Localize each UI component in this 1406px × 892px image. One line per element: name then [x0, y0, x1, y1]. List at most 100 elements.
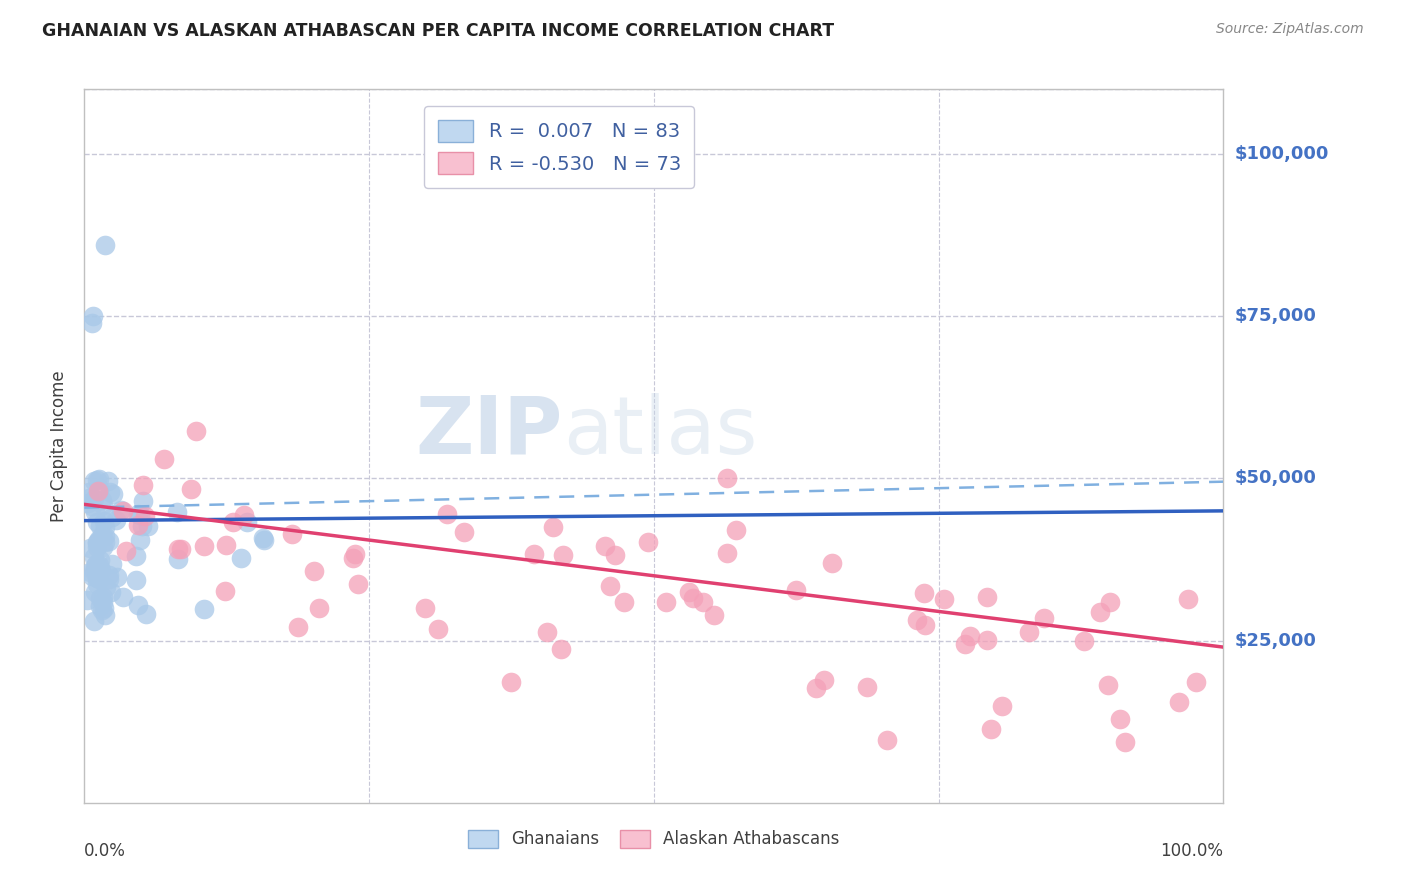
- Point: [77, 485, 100, 500]
- Point: [86, 473, 108, 487]
- Point: [912, 585, 935, 599]
- Text: GHANAIAN VS ALASKAN ATHABASCAN PER CAPITA INCOME CORRELATION CHART: GHANAIAN VS ALASKAN ATHABASCAN PER CAPIT…: [42, 22, 834, 40]
- Point: [1114, 734, 1136, 748]
- Point: [343, 547, 366, 561]
- Point: [166, 505, 188, 519]
- Point: [91, 493, 114, 508]
- Point: [101, 558, 124, 572]
- Point: [86, 558, 108, 572]
- Point: [703, 607, 725, 622]
- Point: [87, 472, 110, 486]
- Point: [222, 515, 245, 529]
- Point: [1098, 595, 1121, 609]
- Point: [89, 591, 111, 606]
- Point: [86, 577, 108, 591]
- Point: [82, 310, 104, 324]
- Point: [91, 603, 114, 617]
- Text: $25,000: $25,000: [1234, 632, 1316, 649]
- Point: [105, 570, 128, 584]
- Point: [105, 513, 128, 527]
- Point: [110, 502, 132, 516]
- Point: [93, 514, 115, 528]
- Point: [86, 516, 108, 530]
- Text: $100,000: $100,000: [1234, 145, 1329, 163]
- Point: [128, 508, 150, 523]
- Point: [976, 632, 998, 647]
- Point: [232, 508, 254, 522]
- Point: [1185, 675, 1208, 690]
- Point: [678, 584, 700, 599]
- Point: [231, 551, 253, 566]
- Point: [77, 496, 100, 510]
- Point: [124, 574, 146, 588]
- Point: [347, 577, 370, 591]
- Point: [280, 527, 302, 541]
- Point: [342, 550, 364, 565]
- Point: [184, 424, 207, 438]
- Point: [136, 519, 159, 533]
- Point: [821, 556, 844, 570]
- Point: [91, 595, 114, 609]
- Point: [94, 607, 117, 622]
- Point: [86, 540, 108, 554]
- Point: [83, 564, 105, 578]
- Point: [76, 592, 98, 607]
- Point: [804, 681, 827, 696]
- Point: [308, 600, 330, 615]
- Point: [97, 474, 120, 488]
- Point: [1018, 625, 1040, 640]
- Point: [716, 471, 738, 485]
- Point: [1033, 611, 1056, 625]
- Point: [1097, 677, 1119, 691]
- Point: [127, 507, 149, 521]
- Point: [94, 520, 117, 534]
- Point: [134, 508, 156, 523]
- Point: [955, 637, 977, 651]
- Point: [93, 238, 115, 252]
- Point: [98, 572, 121, 586]
- Point: [83, 549, 105, 564]
- Point: [87, 483, 110, 498]
- Point: [98, 533, 121, 548]
- Point: [167, 551, 190, 566]
- Point: [551, 548, 574, 562]
- Point: [252, 531, 274, 545]
- Point: [785, 582, 807, 597]
- Point: [93, 600, 115, 615]
- Point: [89, 599, 111, 613]
- Point: [499, 674, 522, 689]
- Text: $50,000: $50,000: [1234, 469, 1316, 487]
- Point: [100, 584, 122, 599]
- Point: [83, 585, 105, 599]
- Point: [682, 591, 704, 606]
- Point: [914, 617, 936, 632]
- Point: [86, 571, 108, 585]
- Point: [86, 566, 108, 580]
- Point: [101, 509, 124, 524]
- Point: [593, 539, 616, 553]
- Point: [89, 519, 111, 533]
- Point: [193, 539, 215, 553]
- Point: [1177, 591, 1199, 606]
- Point: [83, 492, 105, 507]
- Point: [98, 485, 121, 500]
- Point: [287, 620, 309, 634]
- Point: [90, 563, 112, 577]
- Point: [522, 547, 544, 561]
- Point: [1090, 606, 1112, 620]
- Point: [170, 542, 193, 557]
- Point: [1109, 712, 1132, 726]
- Legend: Ghanaians, Alaskan Athabascans: Ghanaians, Alaskan Athabascans: [461, 823, 846, 855]
- Point: [536, 625, 558, 640]
- Point: [87, 532, 110, 546]
- Point: [153, 451, 176, 466]
- Text: ZIP: ZIP: [415, 392, 562, 471]
- Point: [80, 569, 103, 583]
- Point: [97, 568, 120, 582]
- Point: [83, 474, 105, 488]
- Point: [83, 505, 105, 519]
- Point: [427, 622, 450, 636]
- Point: [125, 549, 148, 563]
- Point: [89, 482, 111, 496]
- Point: [82, 499, 104, 513]
